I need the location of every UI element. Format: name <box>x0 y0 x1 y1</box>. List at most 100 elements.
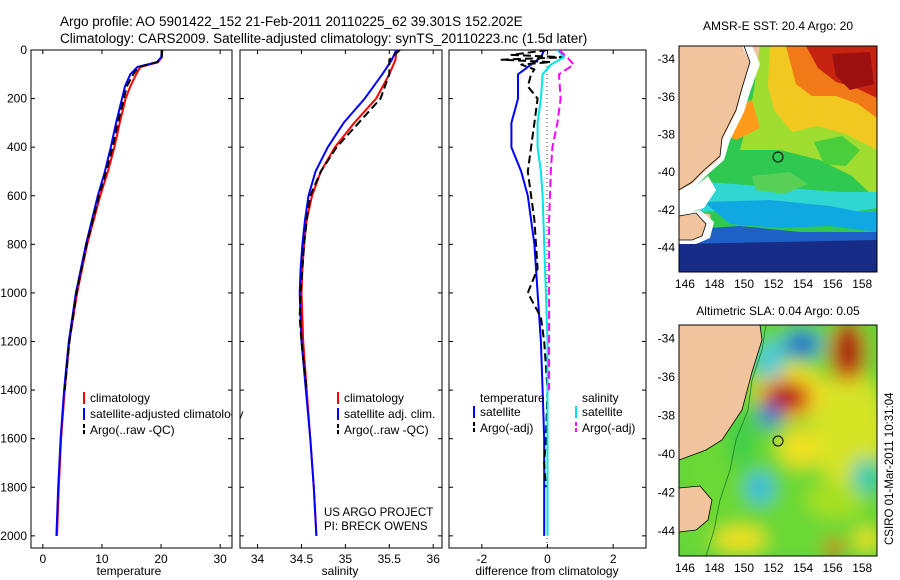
map-x-tick-label: 146 <box>675 561 695 575</box>
map-x-tick-label: 152 <box>764 561 784 575</box>
sst-tasmania <box>679 214 706 240</box>
legend-label-temp-satellite: satellite <box>480 405 521 419</box>
x-tick-label: 10 <box>95 552 109 566</box>
sla-map-title: Altimetric SLA: 0.04 Argo: 0.05 <box>696 304 860 318</box>
map-y-tick-label: -34 <box>658 52 676 66</box>
map-y-tick-label: -42 <box>658 203 676 217</box>
sst-argo-marker <box>772 151 784 163</box>
salinity-axes <box>239 49 443 549</box>
sla-tasmania-coast <box>679 485 713 533</box>
x-tick-label: 36 <box>427 552 441 566</box>
sla-frame <box>678 324 878 557</box>
pi-credit: PI: BRECK OWENS <box>324 521 428 533</box>
legend-label-argo: Argo(..raw -QC) <box>344 423 429 437</box>
map-x-tick-label: 154 <box>793 277 813 291</box>
map-x-tick-label: 146 <box>675 277 695 291</box>
sst-frame <box>678 45 878 273</box>
series-temperature-satellite <box>510 50 546 536</box>
legend-heading-temperature: temperature <box>480 391 545 405</box>
sst-tasmania-coast <box>679 212 707 241</box>
y-tick-label: 600 <box>7 189 27 203</box>
x-tick-label: 35 <box>339 552 353 566</box>
sst-mainland <box>679 46 750 190</box>
series-argo-raw-qc <box>298 50 401 391</box>
map-y-tick-label: -36 <box>658 370 676 384</box>
sla-argo-marker <box>772 435 784 447</box>
x-tick-label: 2 <box>610 552 617 566</box>
sst-coastline <box>679 46 751 191</box>
y-tick-label: 800 <box>7 237 27 251</box>
legend-label-sal-satellite: satellite <box>582 405 623 419</box>
map-y-tick-label: -38 <box>658 128 676 142</box>
temperature-axes <box>30 49 233 549</box>
y-tick-label: 1600 <box>0 432 27 446</box>
map-x-tick-label: 154 <box>793 561 813 575</box>
legend-label-temp-argo: Argo(-adj) <box>480 421 533 435</box>
series-temperature-argo-adj <box>500 50 565 488</box>
series-salinity-argo-adj <box>548 50 575 391</box>
map-y-tick-label: -38 <box>658 408 676 422</box>
salinity-xlabel: salinity <box>322 564 359 578</box>
legend-label-climatology: climatology <box>344 391 404 405</box>
sst-map <box>679 46 877 272</box>
map-y-tick-label: -44 <box>658 241 676 255</box>
sla-depth-contour <box>705 325 767 556</box>
map-x-tick-label: 158 <box>852 561 872 575</box>
temperature-xlabel: temperature <box>97 564 162 578</box>
series-argo-raw-qc <box>63 50 164 391</box>
y-tick-label: 1200 <box>0 335 27 349</box>
map-x-tick-label: 156 <box>823 561 843 575</box>
x-tick-label: 34 <box>251 552 265 566</box>
sla-tasmania <box>679 486 712 532</box>
x-tick-label: 35.5 <box>378 552 402 566</box>
temperature-series <box>55 50 164 536</box>
map-x-tick-label: 156 <box>823 277 843 291</box>
y-tick-label: 200 <box>7 92 27 106</box>
sla-map <box>679 325 877 556</box>
map-x-tick-label: 148 <box>704 561 724 575</box>
legend-label-satellite: satellite-adjusted climatology <box>90 407 243 421</box>
map-x-tick-label: 152 <box>764 277 784 291</box>
y-tick-label: 1000 <box>0 286 27 300</box>
map-y-tick-label: -36 <box>658 90 676 104</box>
legend-label-satellite: satellite adj. clim. <box>344 407 435 421</box>
sst-map-title: AMSR-E SST: 20.4 Argo: 20 <box>703 19 853 33</box>
sst-field <box>679 46 877 272</box>
map-y-tick-label: -40 <box>658 165 676 179</box>
x-tick-label: 30 <box>213 552 227 566</box>
salinity-series <box>298 50 401 536</box>
temperature-legend: climatology satellite-adjusted climatolo… <box>83 391 243 437</box>
map-x-tick-label: 150 <box>734 277 754 291</box>
x-tick-label: -2 <box>476 552 487 566</box>
header-line-1: Argo profile: AO 5901422_152 21-Feb-2011… <box>60 14 523 29</box>
series-satellite-adj-clim <box>298 50 398 536</box>
map-x-tick-label: 158 <box>852 277 872 291</box>
map-y-tick-label: -34 <box>658 331 676 345</box>
timestamp: CSIRO 01-Mar-2011 10:31:04 <box>884 392 896 545</box>
legend-heading-salinity: salinity <box>582 391 619 405</box>
sst-strait-mask <box>679 176 716 214</box>
y-tick-label: 400 <box>7 140 27 154</box>
x-tick-label: 0 <box>544 552 551 566</box>
sla-mainland <box>679 325 762 460</box>
difference-series <box>500 50 575 536</box>
map-y-tick-label: -40 <box>658 447 676 461</box>
y-tick-label: 0 <box>20 43 27 57</box>
x-tick-label: 0 <box>39 552 46 566</box>
legend-label-climatology: climatology <box>90 391 150 405</box>
map-y-tick-label: -42 <box>658 485 676 499</box>
y-tick-label: 1800 <box>0 480 27 494</box>
difference-xlabel: difference from climatology <box>475 564 618 578</box>
y-tick-label: 2000 <box>0 529 27 543</box>
x-tick-label: 34.5 <box>290 552 314 566</box>
sla-coastline <box>679 325 763 461</box>
legend-overflow-mask <box>232 390 240 440</box>
axis-ticks: 0 10 20 30020040060080010001200140016001800… <box>0 43 877 575</box>
salinity-legend: climatology satellite adj. clim. Argo(..… <box>337 391 435 437</box>
map-x-tick-label: 148 <box>704 277 724 291</box>
map-y-tick-label: -44 <box>658 524 676 538</box>
difference-legend: temperature satellite Argo(-adj) salinit… <box>473 391 635 435</box>
legend-label-argo: Argo(..raw -QC) <box>90 423 175 437</box>
y-tick-label: 1400 <box>0 383 27 397</box>
